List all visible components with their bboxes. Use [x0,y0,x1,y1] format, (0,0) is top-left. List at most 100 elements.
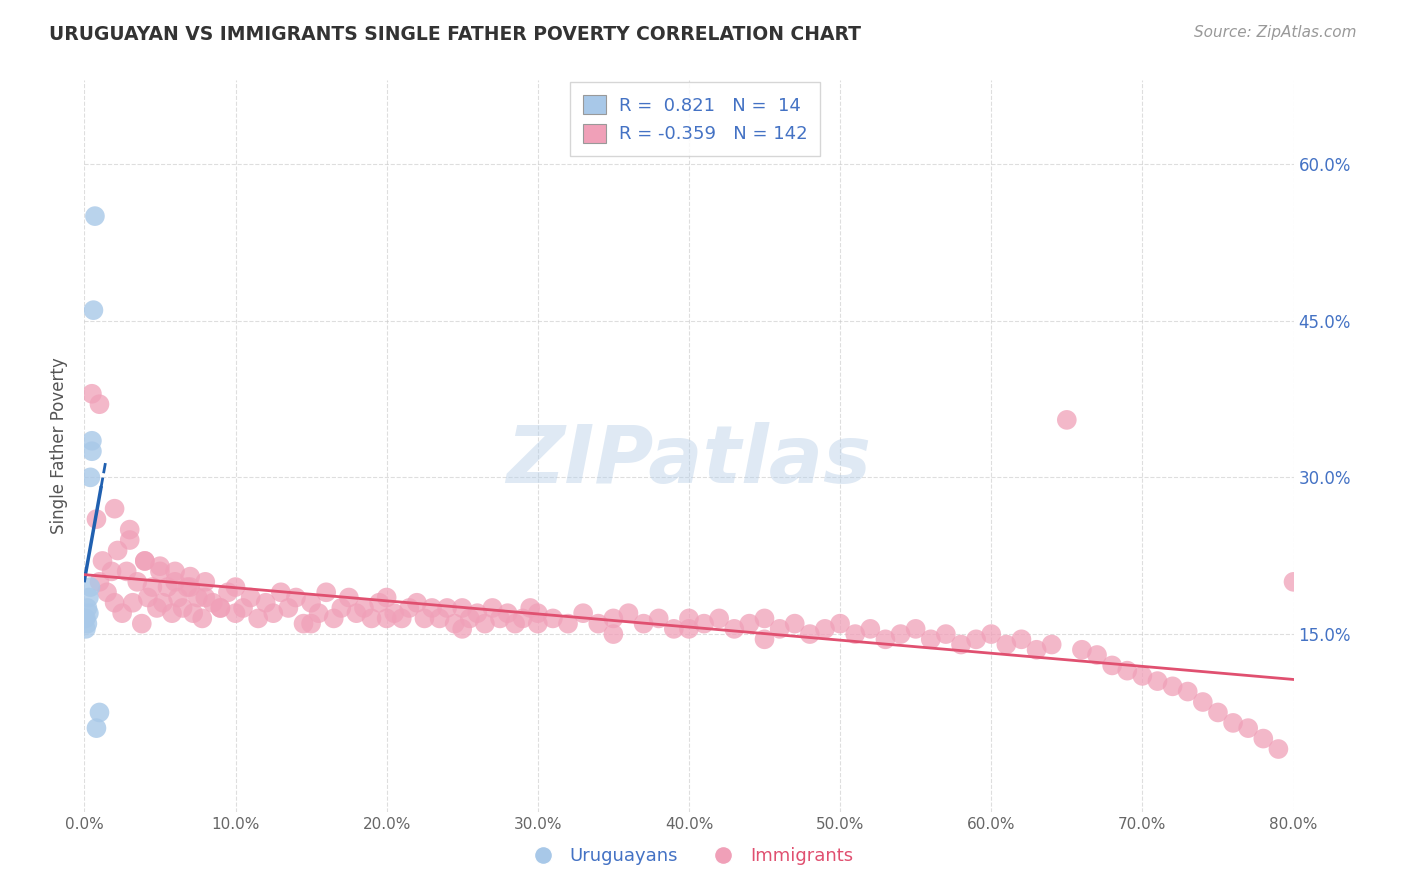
Point [254,596,277,610]
Point [165,565,187,579]
Point [86,512,108,526]
Point [467,606,489,620]
Point [1025,642,1047,657]
Point [875,632,897,647]
Point [678,611,700,625]
Point [1011,632,1033,647]
Point [322,611,344,625]
Point [285,591,308,605]
Point [965,632,987,647]
Point [754,611,776,625]
Point [89,397,111,411]
Point [588,616,610,631]
Point [107,543,129,558]
Point [980,627,1002,641]
Point [527,606,550,620]
Point [149,559,172,574]
Point [127,574,149,589]
Point [709,611,731,625]
Point [481,601,503,615]
Point [375,611,398,625]
Point [115,565,138,579]
Point [77,591,100,605]
Point [247,611,270,625]
Point [496,606,519,620]
Point [489,611,512,625]
Point [194,574,217,589]
Point [375,591,398,605]
Point [512,611,534,625]
Point [617,606,640,620]
Point [1071,642,1094,657]
Point [391,611,413,625]
Point [633,616,655,631]
Point [118,523,141,537]
Point [458,611,481,625]
Point [920,632,942,647]
Point [541,611,564,625]
Point [519,601,541,615]
Text: ZIPatlas: ZIPatlas [506,422,872,500]
Point [225,606,247,620]
Point [648,611,671,625]
Point [1222,715,1244,730]
Point [121,596,143,610]
Point [299,616,322,631]
Point [398,601,420,615]
Point [783,616,806,631]
Point [1177,684,1199,698]
Point [217,585,239,599]
Point [602,627,624,641]
Point [209,601,232,615]
Point [80,444,103,458]
Point [474,616,496,631]
Point [308,606,330,620]
Point [172,601,194,615]
Point [1161,679,1184,693]
Point [382,606,405,620]
Point [814,622,837,636]
Point [830,616,852,631]
Point [118,533,141,547]
Point [136,591,159,605]
Point [225,580,247,594]
Point [84,209,107,223]
Point [299,596,322,610]
Point [420,601,443,615]
Point [527,616,550,631]
Point [1040,638,1063,652]
Point [1101,658,1123,673]
Point [602,611,624,625]
Point [844,627,866,641]
Point [111,606,134,620]
Point [436,601,458,615]
Point [451,622,474,636]
Point [75,622,97,636]
Point [82,303,104,318]
Point [723,622,745,636]
Point [75,611,97,625]
Point [995,638,1018,652]
Point [353,601,375,615]
Point [337,591,360,605]
Point [86,721,108,735]
Point [572,606,595,620]
Point [368,596,391,610]
Point [429,611,451,625]
Point [1253,731,1275,746]
Point [80,386,103,401]
Text: URUGUAYAN VS IMMIGRANTS SINGLE FATHER POVERTY CORRELATION CHART: URUGUAYAN VS IMMIGRANTS SINGLE FATHER PO… [49,25,862,44]
Point [134,554,156,568]
Point [557,616,579,631]
Point [79,470,101,484]
Legend: Uruguayans, Immigrants: Uruguayans, Immigrants [517,839,860,872]
Point [194,591,217,605]
Point [79,580,101,594]
Point [134,554,156,568]
Point [1282,574,1305,589]
Point [91,554,114,568]
Point [935,627,957,641]
Point [76,616,98,631]
Point [1146,674,1168,689]
Point [346,606,368,620]
